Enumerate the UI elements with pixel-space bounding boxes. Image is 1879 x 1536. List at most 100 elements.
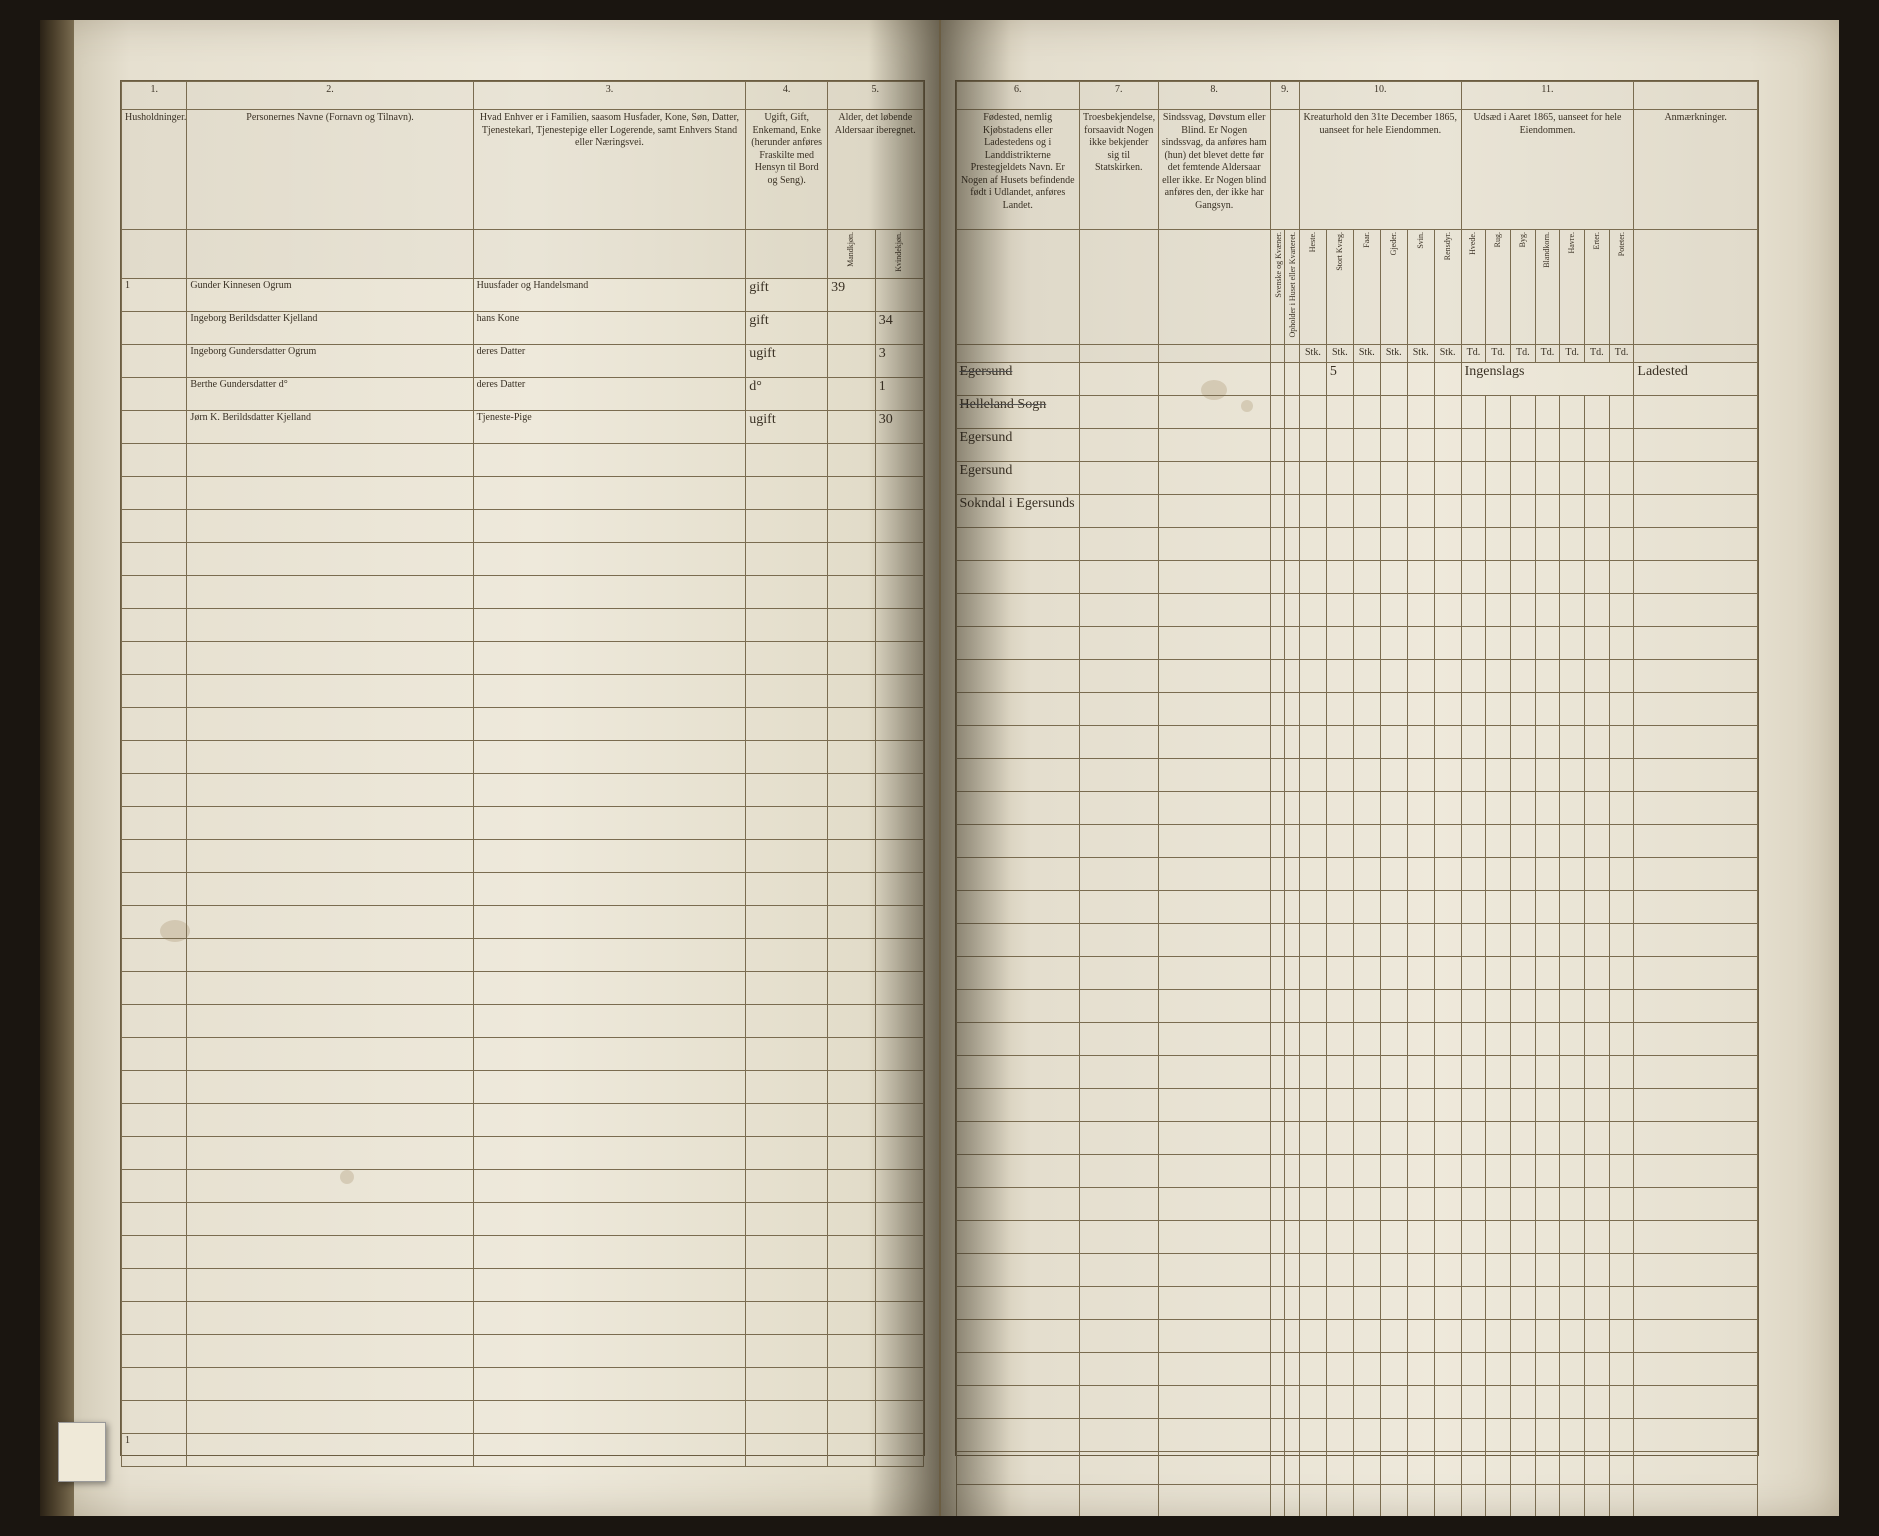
cell-condition [1158, 363, 1270, 396]
table-row [122, 1137, 924, 1170]
table-row [122, 1401, 924, 1434]
table-row: Jørn K. Berildsdatter KjellandTjeneste-P… [122, 411, 924, 444]
cell-seed-4 [1560, 396, 1585, 429]
book: 1. 2. 3. 4. 5. Husholdninger. Personerne… [40, 20, 1839, 1516]
cell-note: Ladested [1634, 363, 1758, 396]
cell-note [1634, 396, 1758, 429]
table-row [122, 972, 924, 1005]
table-row: Ingeborg Berildsdatter Kjellandhans Kone… [122, 312, 924, 345]
cell-seed-2 [1510, 396, 1535, 429]
table-row [122, 642, 924, 675]
table-row: Helleland Sogn [956, 396, 1758, 429]
cell-age-m [828, 411, 876, 444]
table-row [956, 1188, 1758, 1221]
table-row [122, 1335, 924, 1368]
cell-nat-b [1285, 462, 1300, 495]
cell-seed-0 [1461, 396, 1486, 429]
cell-stock-2 [1353, 495, 1380, 528]
cell-seed-5 [1585, 429, 1610, 462]
cell-condition [1158, 429, 1270, 462]
cell-seed-0 [1461, 495, 1486, 528]
cell-birthplace: Egersund [956, 363, 1079, 396]
cell-stock-3 [1380, 495, 1407, 528]
cell-role: Tjeneste-Pige [473, 411, 746, 444]
cell-name: Jørn K. Berildsdatter Kjelland [187, 411, 473, 444]
cell-stock-3 [1380, 396, 1407, 429]
table-row [122, 1302, 924, 1335]
cell-role: hans Kone [473, 312, 746, 345]
cell-seed-5 [1585, 495, 1610, 528]
cell-seed-3 [1535, 429, 1560, 462]
table-row [956, 924, 1758, 957]
cell-seed-1 [1486, 462, 1511, 495]
table-row [122, 840, 924, 873]
cell-status: d° [746, 378, 828, 411]
colnum-notes [1634, 82, 1758, 110]
cell-stock-1 [1326, 462, 1353, 495]
cell-seed-2 [1510, 429, 1535, 462]
table-row [956, 891, 1758, 924]
colhead-5b: Kvindekjøn. [875, 230, 923, 279]
cell-status: ugift [746, 411, 828, 444]
table-row: Berthe Gundersdatter d°deres Datterd°1 [122, 378, 924, 411]
colhead-6: Fødested, nemlig Kjøbstadens eller Lades… [956, 110, 1079, 230]
table-row [956, 1254, 1758, 1287]
cell-nat-a [1270, 363, 1285, 396]
cell-stock-1 [1326, 495, 1353, 528]
cell-hh: 1 [122, 279, 187, 312]
colhead-3: Hvad Enhver er i Familien, saasom Husfad… [473, 110, 746, 230]
cell-nat-b [1285, 429, 1300, 462]
book-spread: 1. 2. 3. 4. 5. Husholdninger. Personerne… [0, 0, 1879, 1536]
table-row [956, 1386, 1758, 1419]
cell-seed-4 [1560, 462, 1585, 495]
colnum-3: 3. [473, 82, 746, 110]
page-tab [58, 1422, 106, 1482]
cell-seed-6 [1609, 429, 1634, 462]
cell-faith [1079, 429, 1158, 462]
table-row [956, 1122, 1758, 1155]
cell-stock-0 [1299, 429, 1326, 462]
cell-seed-1 [1486, 429, 1511, 462]
cell-nat-b [1285, 363, 1300, 396]
table-row [122, 1104, 924, 1137]
cell-nat-a [1270, 462, 1285, 495]
colhead-11: Udsæd i Aaret 1865, uanseet for hele Eie… [1461, 110, 1634, 230]
cell-seed-4 [1560, 429, 1585, 462]
table-row: Egersund5IngenslagsLadested [956, 363, 1758, 396]
table-row [956, 660, 1758, 693]
colnum-11: 11. [1461, 82, 1634, 110]
cell-nat-b [1285, 396, 1300, 429]
cell-stock-2 [1353, 429, 1380, 462]
cell-faith [1079, 495, 1158, 528]
cell-seed-5 [1585, 462, 1610, 495]
cell-birthplace: Helleland Sogn [956, 396, 1079, 429]
cell-stock-5 [1434, 396, 1461, 429]
colnum-7: 7. [1079, 82, 1158, 110]
binding-edge [40, 20, 74, 1516]
table-row [956, 1023, 1758, 1056]
cell-stock-3 [1380, 429, 1407, 462]
cell-stock-4 [1407, 429, 1434, 462]
cell-age-m [828, 378, 876, 411]
cell-age-f: 30 [875, 411, 923, 444]
table-row [122, 510, 924, 543]
cell-nat-a [1270, 495, 1285, 528]
footer-hh: 1 [122, 1434, 187, 1467]
table-row [122, 939, 924, 972]
table-row: 1Gunder Kinnesen OgrumHuusfader og Hande… [122, 279, 924, 312]
cell-stock-0 [1299, 396, 1326, 429]
colnum-1: 1. [122, 82, 187, 110]
table-row [122, 675, 924, 708]
cell-birthplace: Sokndal i Egersunds Sogn [956, 495, 1079, 528]
cell-note [1634, 495, 1758, 528]
cell-stock-4 [1407, 462, 1434, 495]
table-row [122, 444, 924, 477]
cell-seed-5 [1585, 396, 1610, 429]
cell-age-m [828, 345, 876, 378]
table-row [122, 1005, 924, 1038]
table-row [122, 543, 924, 576]
colnum-10: 10. [1299, 82, 1461, 110]
left-table-frame: 1. 2. 3. 4. 5. Husholdninger. Personerne… [120, 80, 925, 1456]
table-row [956, 726, 1758, 759]
table-row [956, 1485, 1758, 1516]
